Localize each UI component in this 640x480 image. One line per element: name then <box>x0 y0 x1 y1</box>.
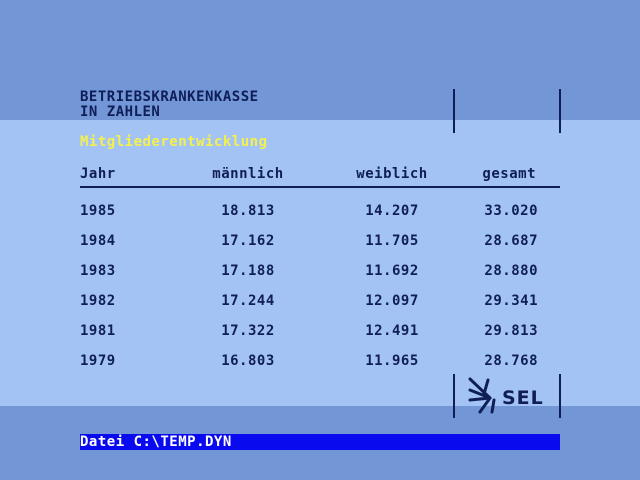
status-bar: Datei C:\TEMP.DYN <box>80 434 560 450</box>
column-header-male: männlich <box>212 166 284 182</box>
cell-male: 17.162 <box>221 233 275 249</box>
cell-year: 1985 <box>80 203 116 219</box>
table-row: 1984 17.162 11.705 28.687 <box>80 226 560 256</box>
table-row: 1983 17.188 11.692 28.880 <box>80 256 560 286</box>
cell-year: 1981 <box>80 323 116 339</box>
page-title: BETRIEBSKRANKENKASSE IN ZAHLEN <box>80 90 259 120</box>
cell-female: 11.692 <box>365 263 419 279</box>
table-row: 1979 16.803 11.965 28.768 <box>80 346 560 376</box>
table-header: Jahr männlich weiblich gesamt <box>80 162 560 188</box>
column-header-total: gesamt <box>482 166 536 182</box>
cell-male: 17.188 <box>221 263 275 279</box>
title-line-2: IN ZAHLEN <box>80 104 161 120</box>
logo-text: SEL <box>502 387 544 409</box>
content-panel <box>0 120 640 406</box>
sel-star-icon <box>468 377 496 414</box>
cell-year: 1982 <box>80 293 116 309</box>
column-header-female: weiblich <box>356 166 428 182</box>
cell-total: 28.880 <box>484 263 538 279</box>
cell-year: 1983 <box>80 263 116 279</box>
cell-male: 16.803 <box>221 353 275 369</box>
cell-total: 28.687 <box>484 233 538 249</box>
sel-logo: SEL <box>466 374 550 416</box>
cell-total: 29.341 <box>484 293 538 309</box>
cell-year: 1984 <box>80 233 116 249</box>
title-line-1: BETRIEBSKRANKENKASSE <box>80 89 259 105</box>
cell-male: 18.813 <box>221 203 275 219</box>
cell-total: 28.768 <box>484 353 538 369</box>
cell-male: 17.322 <box>221 323 275 339</box>
cell-male: 17.244 <box>221 293 275 309</box>
table-row: 1985 18.813 14.207 33.020 <box>80 196 560 226</box>
cell-year: 1979 <box>80 353 116 369</box>
members-table: Jahr männlich weiblich gesamt 1985 18.81… <box>80 162 560 376</box>
cell-female: 12.491 <box>365 323 419 339</box>
cell-total: 33.020 <box>484 203 538 219</box>
logo-frame <box>453 374 561 418</box>
cell-female: 11.965 <box>365 353 419 369</box>
status-file-path: Datei C:\TEMP.DYN <box>80 434 232 450</box>
top-band <box>0 0 640 120</box>
cell-female: 12.097 <box>365 293 419 309</box>
cell-female: 11.705 <box>365 233 419 249</box>
column-header-year: Jahr <box>80 166 116 182</box>
table-row: 1982 17.244 12.097 29.341 <box>80 286 560 316</box>
cell-total: 29.813 <box>484 323 538 339</box>
header-frame <box>453 89 561 133</box>
cell-female: 14.207 <box>365 203 419 219</box>
section-subtitle: Mitgliederentwicklung <box>80 134 268 150</box>
table-row: 1981 17.322 12.491 29.813 <box>80 316 560 346</box>
